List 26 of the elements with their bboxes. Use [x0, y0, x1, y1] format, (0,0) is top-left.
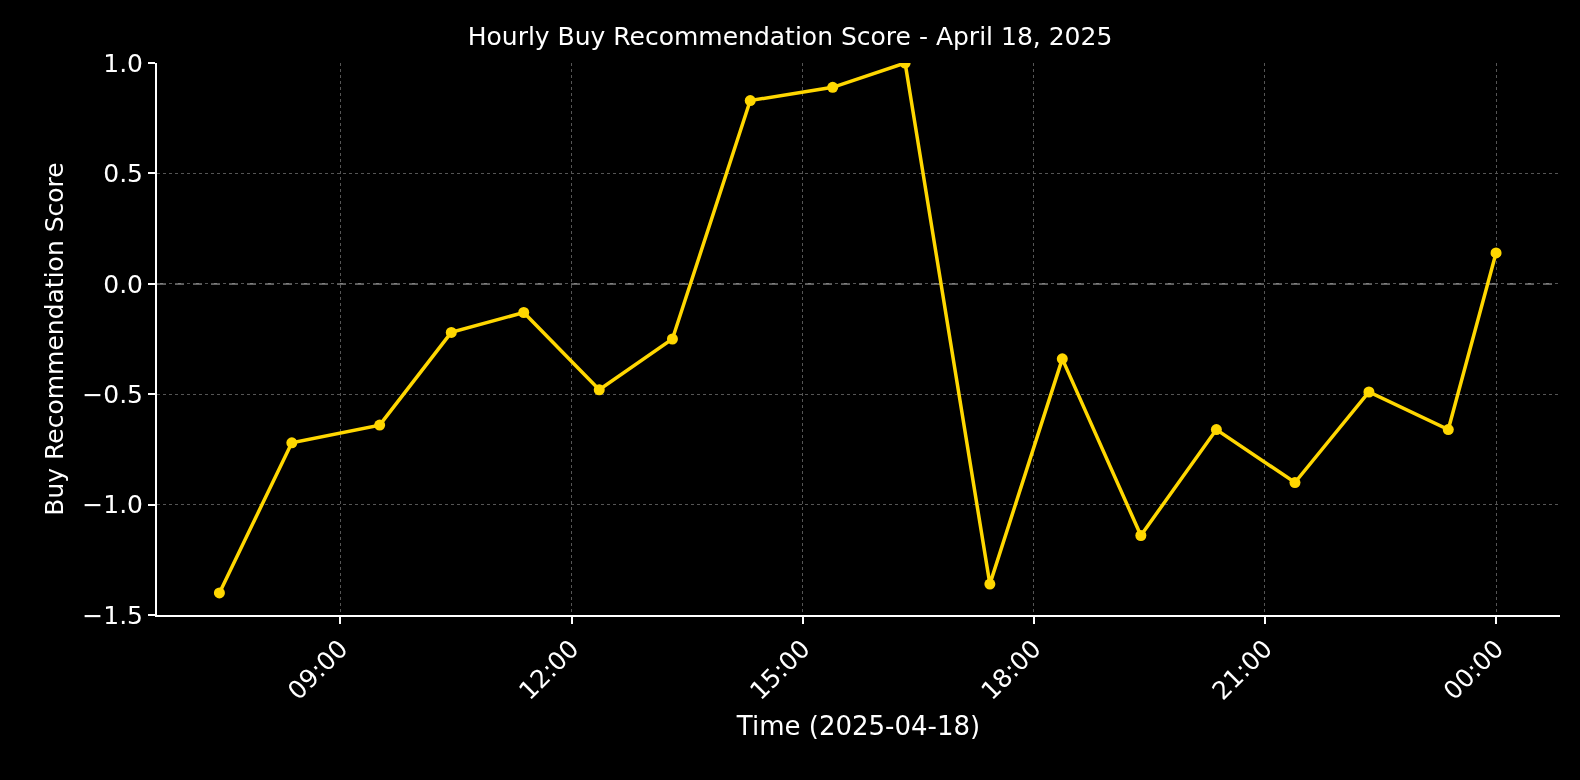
- y-axis-title: Buy Recommendation Score: [39, 162, 69, 516]
- point: [445, 326, 457, 338]
- point: [593, 384, 605, 396]
- point: [286, 437, 298, 449]
- y-tick-label: −0.5: [82, 379, 143, 409]
- point: [1442, 424, 1454, 436]
- point: [666, 333, 678, 345]
- y-tick-label: 0.5: [103, 159, 143, 189]
- point: [1135, 530, 1147, 542]
- y-tick-label: −1.5: [82, 600, 143, 630]
- point: [1210, 424, 1222, 436]
- y-tick-label: 0.0: [103, 269, 143, 299]
- y-tick-label: 1.0: [103, 48, 143, 78]
- point: [744, 95, 756, 107]
- point: [374, 419, 386, 431]
- point: [984, 578, 996, 590]
- point: [1363, 386, 1375, 398]
- point: [1490, 247, 1502, 259]
- x-axis-title: Time (2025-04-18): [735, 710, 981, 741]
- point: [213, 587, 225, 599]
- chart-title: Hourly Buy Recommendation Score - April 18, 2025: [467, 21, 1113, 51]
- point: [827, 81, 839, 93]
- point: [1289, 477, 1301, 489]
- y-tick-label: −1.0: [82, 490, 143, 520]
- point: [1056, 353, 1068, 365]
- point: [518, 307, 530, 318]
